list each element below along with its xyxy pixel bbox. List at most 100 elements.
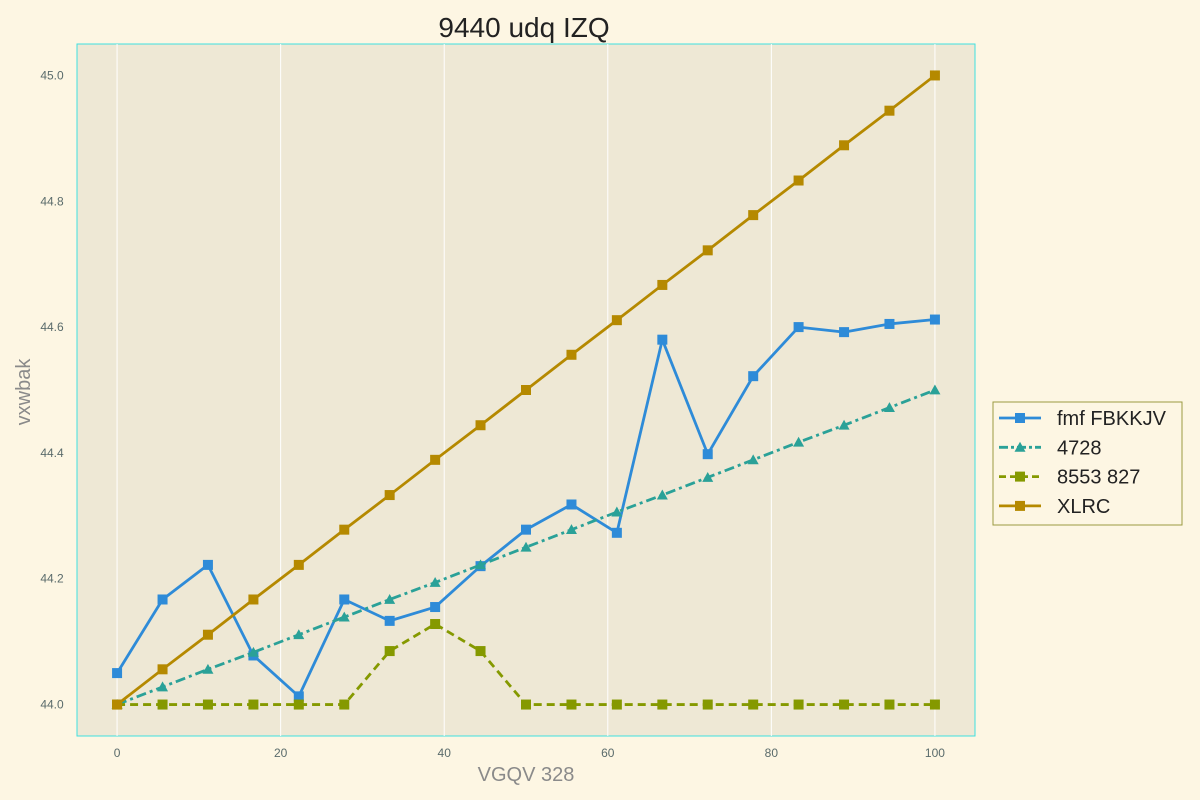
data-point <box>248 699 259 710</box>
data-point <box>430 454 441 465</box>
data-point <box>293 691 304 702</box>
data-point <box>839 699 850 710</box>
data-point <box>611 506 623 517</box>
data-point <box>566 499 577 510</box>
data-point <box>384 593 396 604</box>
data-point <box>656 489 668 500</box>
y-tick-label: 44.0 <box>40 698 64 712</box>
legend-entry: 4728 <box>999 437 1102 459</box>
data-point <box>611 699 622 710</box>
data-point <box>702 245 713 256</box>
data-point <box>748 371 759 382</box>
data-point <box>521 699 531 710</box>
data-point <box>566 349 577 360</box>
data-point <box>339 699 350 710</box>
data-point <box>384 646 395 657</box>
data-point <box>838 419 850 430</box>
data-point <box>793 699 804 710</box>
chart-title: 9440 udq IZQ <box>438 12 609 43</box>
data-point <box>884 105 895 116</box>
data-point <box>1014 441 1026 452</box>
series-4 <box>112 70 940 710</box>
x-axis-label: VGQV 328 <box>478 764 575 786</box>
data-point <box>521 385 531 395</box>
series-layer <box>111 70 941 710</box>
data-point <box>748 699 759 710</box>
data-point <box>611 527 622 538</box>
legend: fmf FBKKJV 4728 8553 827 XLRC <box>992 401 1183 526</box>
data-point <box>929 384 941 395</box>
data-point <box>293 629 305 640</box>
x-tick-label: 0 <box>114 746 121 760</box>
data-point <box>202 629 213 640</box>
data-point <box>339 594 350 605</box>
data-point <box>384 490 395 501</box>
legend-label: 8553 827 <box>1057 467 1140 489</box>
y-tick-label: 44.6 <box>40 320 64 334</box>
legend-label: fmf FBKKJV <box>1057 408 1167 430</box>
x-tick-label: 40 <box>438 746 452 760</box>
legend-entry: fmf FBKKJV <box>999 408 1167 430</box>
data-point <box>520 541 532 552</box>
data-point <box>202 663 214 674</box>
data-point <box>430 602 441 613</box>
data-point <box>657 334 668 345</box>
data-point <box>293 699 304 710</box>
data-point <box>793 436 805 447</box>
data-point <box>157 594 168 605</box>
data-point <box>793 322 804 333</box>
legend-entry: XLRC <box>999 496 1110 518</box>
y-tick-label: 45.0 <box>40 68 64 82</box>
series-3 <box>112 619 940 710</box>
data-point <box>884 318 895 329</box>
data-point <box>884 699 895 710</box>
data-point <box>747 454 759 465</box>
data-point <box>202 699 213 710</box>
x-tick-label: 80 <box>765 746 779 760</box>
data-point <box>657 699 668 710</box>
x-tick-label: 100 <box>925 746 945 760</box>
x-tick-label: 60 <box>601 746 615 760</box>
data-point <box>157 699 168 710</box>
data-point <box>430 619 441 630</box>
data-point <box>475 420 486 431</box>
data-point <box>748 210 759 221</box>
x-tick-label: 20 <box>274 746 288 760</box>
series-2 <box>111 384 941 709</box>
data-point <box>793 175 804 186</box>
data-point <box>566 699 577 710</box>
data-point <box>339 524 350 535</box>
y-axis-label: vxwbak <box>13 358 35 426</box>
data-point <box>157 681 169 692</box>
legend-label: 4728 <box>1057 437 1102 459</box>
data-point <box>702 699 713 710</box>
x-tick-labels: 0 20 40 60 80 100 <box>114 746 946 760</box>
data-point <box>565 524 577 535</box>
data-point <box>883 402 895 413</box>
data-point <box>475 559 487 570</box>
data-point <box>157 664 168 675</box>
data-point <box>702 449 713 460</box>
data-point <box>929 70 940 81</box>
y-tick-labels: 44.0 44.2 44.4 44.6 44.8 45.0 <box>40 68 64 711</box>
data-point <box>657 279 668 290</box>
data-point <box>475 646 486 657</box>
data-point <box>839 327 850 338</box>
data-point <box>247 646 259 657</box>
y-tick-label: 44.2 <box>40 572 64 586</box>
data-point <box>929 699 940 710</box>
data-point <box>839 140 850 151</box>
data-point <box>702 471 714 482</box>
data-point <box>521 524 531 535</box>
y-tick-label: 44.4 <box>40 446 64 460</box>
data-point <box>1015 500 1025 511</box>
data-point <box>1015 413 1025 423</box>
data-point <box>112 668 123 679</box>
data-point <box>429 577 441 587</box>
legend-label: XLRC <box>1057 496 1110 518</box>
legend-entry: 8553 827 <box>999 467 1140 489</box>
data-point <box>293 559 304 570</box>
data-point <box>929 314 940 325</box>
y-tick-label: 44.8 <box>40 194 64 208</box>
